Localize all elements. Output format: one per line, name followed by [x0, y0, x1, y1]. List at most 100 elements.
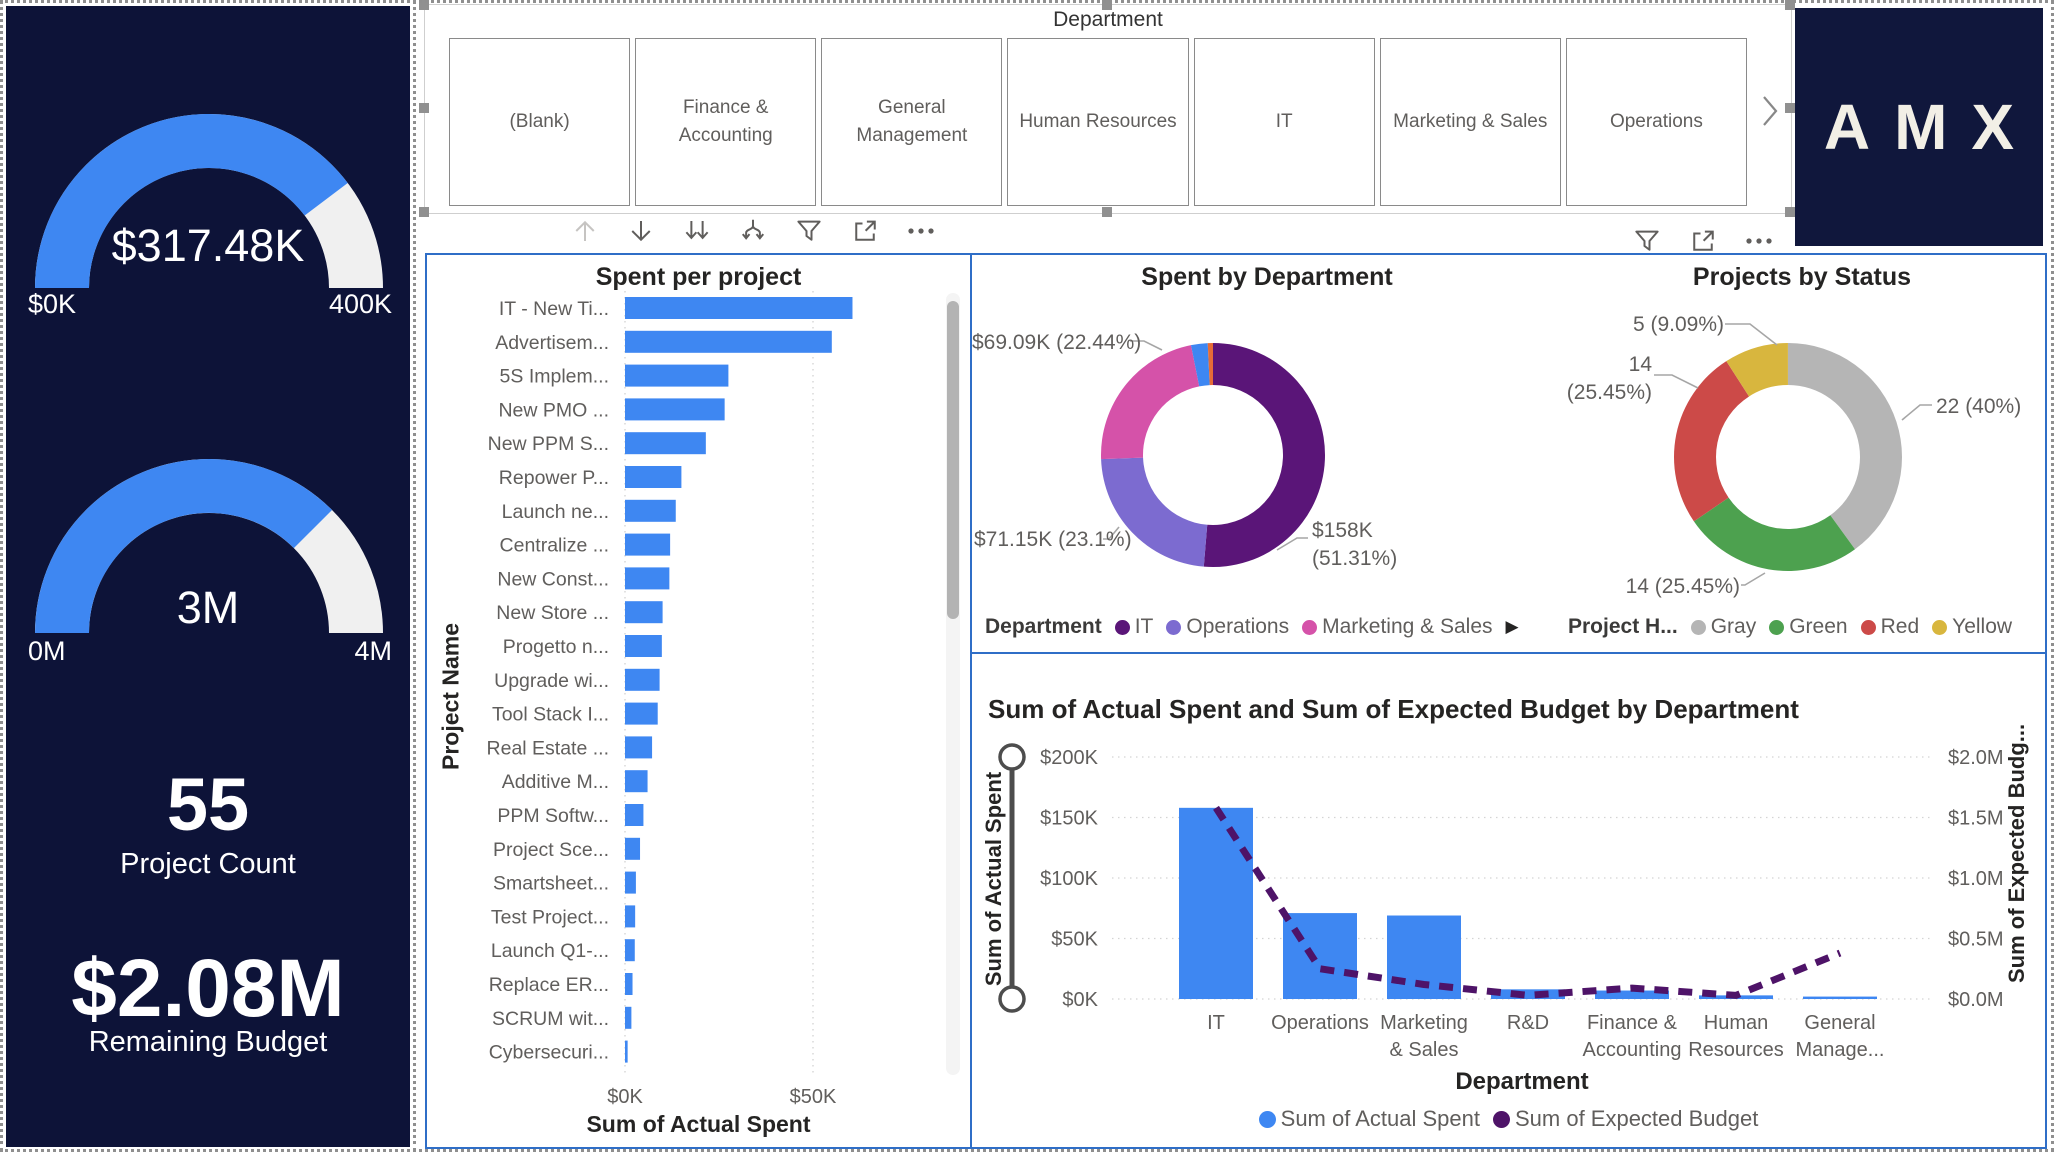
donut-slice[interactable]: [1788, 343, 1902, 550]
expected-budget-gauge[interactable]: [6, 451, 410, 643]
legend-item[interactable]: Marketing & Sales: [1302, 615, 1493, 639]
data-label: $71.15K (23.1%): [974, 528, 1132, 551]
scrollbar-track[interactable]: [946, 293, 960, 1075]
bar[interactable]: [625, 837, 641, 860]
slicer-option-button[interactable]: (Blank): [449, 38, 631, 206]
selection-handle[interactable]: [1785, 0, 1795, 10]
selection-handle[interactable]: [419, 0, 429, 10]
selection-handle[interactable]: [1785, 207, 1795, 217]
bar[interactable]: [1491, 989, 1565, 999]
bar[interactable]: [625, 736, 653, 759]
line-series[interactable]: [1213, 805, 1842, 999]
legend-title: Department: [985, 615, 1102, 638]
kpi-selection-border: [413, 0, 416, 1152]
axis-range-slider-handle[interactable]: [998, 985, 1026, 1013]
legend-dot-icon: [1302, 619, 1318, 635]
legend-label: Marketing & Sales: [1322, 615, 1493, 638]
legend-more-arrow-icon[interactable]: ▶: [1505, 617, 1519, 636]
bar[interactable]: [625, 871, 636, 894]
bar[interactable]: [625, 804, 644, 826]
x-tick-label: IT: [1207, 1012, 1225, 1034]
bar[interactable]: [625, 770, 648, 793]
right-axis-tick: $0.5M: [1948, 929, 2004, 951]
selection-handle[interactable]: [1102, 0, 1112, 10]
bar[interactable]: [625, 905, 636, 928]
legend-item[interactable]: Green: [1769, 615, 1848, 639]
donut-slice[interactable]: [1207, 343, 1213, 386]
focus-mode-icon[interactable]: [1688, 226, 1718, 256]
selection-handle[interactable]: [419, 103, 429, 113]
more-options-icon[interactable]: [1744, 226, 1774, 256]
expand-all-down-icon[interactable]: [682, 216, 712, 246]
remaining-budget-label: Remaining Budget: [88, 1026, 328, 1058]
bar[interactable]: [1595, 990, 1669, 999]
slicer-scroll-right-icon[interactable]: [1757, 93, 1783, 129]
bar[interactable]: [625, 466, 682, 488]
bar[interactable]: [1283, 913, 1357, 999]
bar[interactable]: [625, 330, 832, 353]
donut-slice[interactable]: [1101, 457, 1208, 567]
combo-plot-area: $200K $2.0M $150K $1.5M $100K $1.0M $50K $0.5M $…: [998, 743, 2004, 1061]
legend-item[interactable]: Operations: [1166, 615, 1289, 639]
legend-item[interactable]: Yellow: [1932, 615, 2012, 639]
bar[interactable]: [625, 668, 660, 691]
bar-label: Centralize ...: [500, 535, 609, 557]
filter-icon[interactable]: [794, 216, 824, 246]
legend-dot-icon: [1492, 1110, 1510, 1128]
drill-down-icon[interactable]: [626, 216, 656, 246]
legend-item[interactable]: Sum of Expected Budget: [1492, 1106, 1758, 1132]
legend-item[interactable]: IT: [1114, 615, 1153, 639]
bar[interactable]: [625, 601, 663, 624]
bar-label: IT - New Ti...: [499, 298, 609, 320]
gauge-min-label: $0K: [28, 289, 77, 319]
gauge-fill: [35, 114, 348, 289]
slicer-option-button[interactable]: IT: [1193, 38, 1375, 206]
bar[interactable]: [1803, 996, 1877, 999]
bar[interactable]: [625, 635, 662, 657]
slicer-option-button[interactable]: Operations: [1565, 38, 1747, 206]
donut-slice[interactable]: [1203, 343, 1325, 567]
legend-item[interactable]: Gray: [1690, 615, 1756, 639]
scrollbar-thumb[interactable]: [947, 301, 959, 619]
donut-slice[interactable]: [1674, 361, 1750, 522]
slicer-option-button[interactable]: Marketing & Sales: [1379, 38, 1561, 206]
gauge-max-label: 4M: [354, 636, 392, 666]
go-to-next-level-icon[interactable]: [738, 216, 768, 246]
bar[interactable]: [625, 364, 729, 387]
donut-slice[interactable]: [1693, 497, 1856, 571]
bar[interactable]: [625, 1006, 632, 1029]
drill-up-icon[interactable]: [570, 216, 600, 246]
selection-handle[interactable]: [419, 207, 429, 217]
x-tick-label: & Sales: [1390, 1039, 1459, 1061]
legend-dot-icon: [1932, 619, 1948, 635]
focus-mode-icon[interactable]: [850, 216, 880, 246]
bar[interactable]: [625, 297, 853, 319]
bar[interactable]: [625, 939, 635, 962]
slicer-option-button[interactable]: General Management: [821, 38, 1003, 206]
axis-range-slider-handle[interactable]: [998, 743, 1026, 771]
gauge-axis-labels: $0K 400K: [6, 289, 410, 320]
bar[interactable]: [625, 533, 671, 556]
bar[interactable]: [625, 702, 658, 725]
slicer-option-button[interactable]: Human Resources: [1007, 38, 1189, 206]
bar[interactable]: [625, 398, 725, 421]
donut-slice[interactable]: [1190, 343, 1210, 387]
bar[interactable]: [625, 1040, 628, 1063]
donut-slice[interactable]: [1101, 345, 1200, 460]
legend-title: Project H...: [1568, 615, 1678, 638]
selection-handle[interactable]: [1785, 103, 1795, 113]
actual-spent-gauge[interactable]: [6, 106, 410, 298]
filter-icon[interactable]: [1632, 226, 1662, 256]
legend-item[interactable]: Sum of Actual Spent: [1258, 1106, 1480, 1132]
bar[interactable]: [625, 567, 670, 590]
slicer-option-button[interactable]: Finance & Accounting: [635, 38, 817, 206]
bar[interactable]: [1179, 807, 1253, 999]
donut-slice[interactable]: [1726, 343, 1788, 397]
chart-title: Projects by Status: [1692, 263, 1912, 291]
more-options-icon[interactable]: [906, 216, 936, 246]
selection-handle[interactable]: [1102, 207, 1112, 217]
bar[interactable]: [625, 973, 633, 995]
bar[interactable]: [625, 432, 706, 455]
legend-item[interactable]: Red: [1860, 615, 1919, 639]
bar[interactable]: [625, 499, 676, 522]
